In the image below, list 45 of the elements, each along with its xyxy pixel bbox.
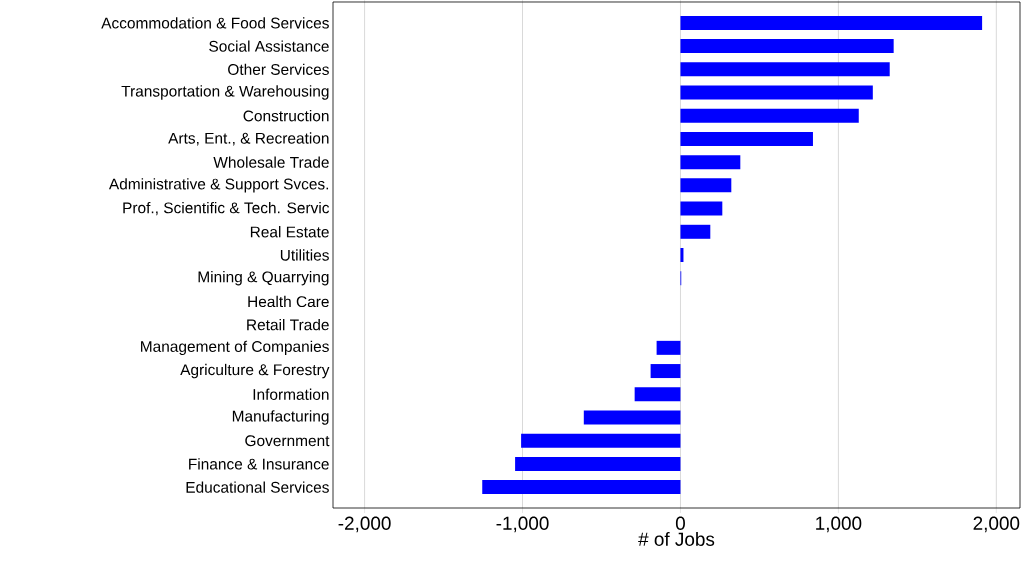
bar bbox=[680, 201, 723, 216]
x-axis-title: # of Jobs bbox=[638, 532, 715, 546]
y-tick-label: Finance & Insurance bbox=[189, 458, 329, 470]
bar bbox=[680, 224, 711, 239]
x-tick-label: 1,000 bbox=[816, 516, 862, 533]
y-tick-label: Agriculture & Forestry bbox=[180, 363, 330, 379]
x-tick-label: 0 bbox=[675, 516, 685, 530]
bar bbox=[482, 480, 681, 495]
bar bbox=[583, 410, 681, 425]
bar bbox=[680, 131, 813, 146]
x-tick-label: -1,000 bbox=[496, 516, 549, 533]
bar bbox=[634, 387, 681, 402]
y-tick-label: Wholesale Trade bbox=[213, 156, 329, 168]
y-tick-label: Information bbox=[253, 388, 329, 400]
bar bbox=[515, 456, 681, 471]
y-tick-label: Educational Services bbox=[186, 481, 329, 493]
bar bbox=[680, 85, 873, 100]
bar bbox=[521, 433, 681, 448]
bar bbox=[650, 364, 681, 379]
bar bbox=[656, 340, 681, 355]
bar bbox=[680, 108, 859, 123]
y-tick-label: Government bbox=[245, 435, 330, 447]
y-tick-label: Management of Companies bbox=[141, 340, 329, 356]
y-tick-label: Manufacturing bbox=[232, 410, 329, 425]
y-tick-label: Retail Trade bbox=[247, 318, 329, 331]
y-tick-label: Mining & Quarrying bbox=[198, 271, 329, 286]
bar bbox=[680, 248, 684, 262]
x-tick-label: 2,000 bbox=[973, 516, 1020, 533]
bar bbox=[680, 178, 732, 193]
x-tick-label: -2,000 bbox=[338, 516, 391, 533]
y-tick-label: Prof., Scientific & Tech. Servic bbox=[123, 201, 330, 216]
bar bbox=[680, 155, 741, 170]
y-tick-label: Health Care bbox=[248, 295, 329, 308]
y-tick-label: Other Services bbox=[228, 63, 329, 75]
y-tick-label: Utilities bbox=[280, 249, 329, 261]
y-tick-label: Real Estate bbox=[250, 226, 329, 238]
y-tick-label: Arts, Ent., & Recreation bbox=[168, 132, 329, 146]
y-tick-label: Transportation & Warehousing bbox=[121, 85, 329, 100]
y-tick-label: Social Assistance bbox=[209, 40, 329, 52]
y-tick-label: Accommodation & Food Services bbox=[101, 17, 329, 29]
bar bbox=[680, 62, 890, 77]
y-tick-label: Administrative & Support Svces. bbox=[108, 178, 329, 193]
bar bbox=[680, 15, 983, 30]
bar bbox=[680, 39, 894, 54]
y-tick-label: Construction bbox=[243, 110, 329, 122]
